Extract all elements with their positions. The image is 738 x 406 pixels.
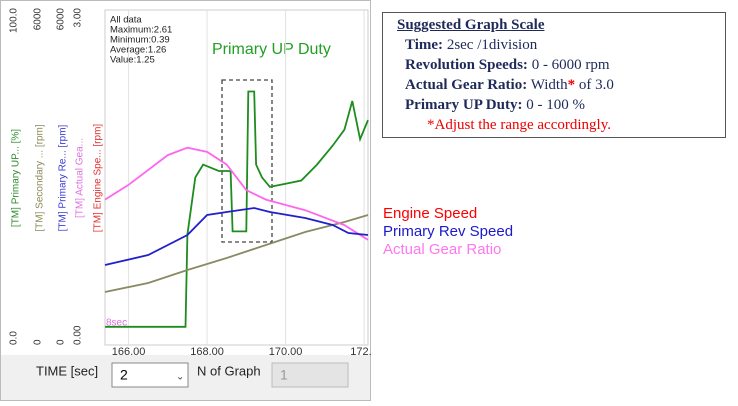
scale-value: 2sec /1division: [446, 37, 538, 53]
axis-name: [TM] Primary UP... [%]: [11, 129, 22, 227]
n-value: 1: [280, 367, 288, 383]
scale-box: Suggested Graph Scale Time: 2sec /1divis…: [382, 12, 726, 138]
scale-label: Actual Gear Ratio:: [405, 77, 528, 93]
x-tick-label: 170.00: [269, 346, 303, 358]
time-value: 2: [120, 367, 128, 383]
y-tick-label: 0.00: [73, 325, 84, 345]
series-line: [104, 146, 369, 241]
time-label: TIME [sec]: [36, 363, 98, 378]
scale-value: 0 - 100 %: [526, 97, 585, 113]
time-select[interactable]: [111, 362, 189, 388]
scale-rest: of 3.0: [578, 77, 614, 93]
scale-row: Time: 2sec /1division: [405, 37, 725, 54]
y-tick-label: 0: [33, 339, 44, 345]
stat-line: Maximum:2.61: [110, 25, 172, 36]
legend-entry: Engine Speed: [383, 205, 477, 222]
x-tick-label: 172.0: [350, 346, 372, 358]
y-tick-label: 6000: [56, 8, 67, 31]
scale-label: Primary UP Duty:: [405, 97, 523, 113]
series-line: [105, 90, 369, 328]
stat-line: Minimum:0.39: [110, 35, 170, 46]
scale-mark: *: [567, 77, 576, 93]
series-line: [104, 214, 369, 293]
graph-panel: Primary UP Duty 8sec TIME [sec] 2 ⌄ N of…: [0, 0, 372, 401]
legend-entry: Primary Rev Speed: [383, 223, 513, 240]
n-select: [271, 362, 349, 388]
box-note: *Adjust the range accordingly.: [427, 117, 611, 133]
time-span: 8sec: [106, 318, 127, 329]
scale-row: Revolution Speeds: 0 - 6000 rpm: [405, 57, 725, 74]
box-title: Suggested Graph Scale: [397, 17, 545, 33]
dropdown-arrow: ⌄: [176, 372, 184, 383]
x-tick-label: 168.00: [190, 346, 224, 358]
axis-name: [TM] Actual Gea...: [75, 138, 86, 218]
scale-row: Primary UP Duty: 0 - 100 %: [405, 97, 725, 114]
scale-label: Time:: [405, 37, 444, 53]
legend-entry: Actual Gear Ratio: [383, 241, 501, 258]
scale-value: 0 - 6000 rpm: [531, 57, 610, 73]
annotation: Primary UP Duty: [212, 41, 331, 58]
scale-label: Revolution Speeds:: [405, 57, 528, 73]
y-tick-label: 0.0: [9, 331, 20, 345]
x-tick-label: 166.00: [112, 346, 146, 358]
axis-name: [TM] Secondary ... [rpm]: [35, 124, 46, 231]
y-tick-label: 6000: [33, 8, 44, 31]
axis-name: [TM] Engine Spe... [rpm]: [93, 124, 104, 233]
n-label: N of Graph: [197, 363, 261, 378]
stat-line: All data: [110, 15, 142, 26]
y-tick-label: 3.00: [73, 8, 84, 28]
scale-row: Actual Gear Ratio: Width* of 3.0: [405, 77, 725, 94]
axis-name: [TM] Primary Re... [rpm]: [58, 124, 69, 231]
y-tick-label: 100.0: [9, 8, 20, 33]
y-tick-label: 0: [56, 339, 67, 345]
stat-line: Value:1.25: [110, 55, 155, 66]
stat-line: Average:1.26: [110, 45, 166, 56]
scale-value: Width: [530, 77, 568, 93]
series-line: [104, 207, 369, 266]
